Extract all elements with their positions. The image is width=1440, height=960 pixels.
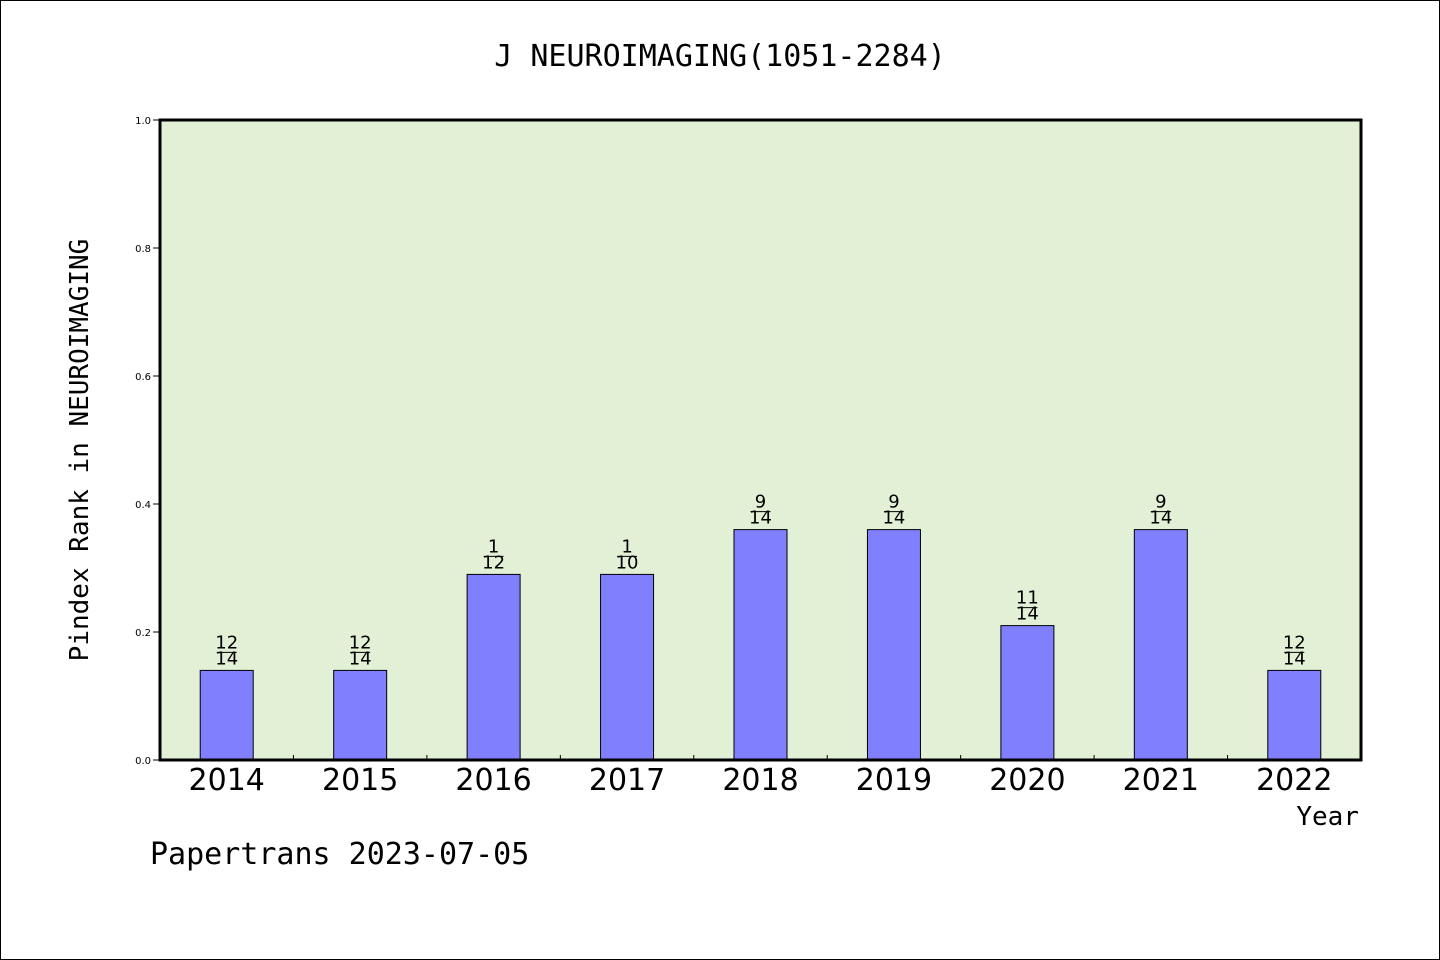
plot-border [158, 118, 1363, 762]
bar [600, 573, 655, 761]
bar-rank-label: 9 [888, 492, 899, 513]
y-tick-label: 0.8 [135, 244, 151, 255]
chart-title: J NEUROIMAGING(1051-2284) [494, 39, 946, 74]
bar [333, 669, 388, 761]
y-axis: 0.0 0.2 0.4 0.6 0.8 1.0 [135, 116, 160, 767]
x-tick-label: 2015 [322, 763, 398, 798]
bar-total-label: 10 [616, 552, 639, 573]
bar [466, 573, 521, 761]
bar-total-label: 14 [749, 508, 772, 529]
x-tick-label: 2022 [1256, 763, 1332, 798]
y-tick-label: 0.0 [135, 756, 151, 767]
bar-total-label: 14 [1149, 508, 1172, 529]
x-tick-label: 2021 [1123, 763, 1199, 798]
x-tick-label: 2014 [189, 763, 265, 798]
x-tick-label: 2016 [455, 763, 531, 798]
bar-total-label: 14 [1016, 604, 1039, 625]
x-tick-label: 2018 [722, 763, 798, 798]
y-tick-label: 0.2 [135, 628, 151, 639]
bars [199, 529, 1322, 761]
x-tick-label: 2019 [856, 763, 932, 798]
bar-total-label: 14 [349, 648, 372, 669]
bar-rank-label: 12 [215, 632, 238, 653]
bar [1000, 625, 1055, 761]
x-axis-label: Year [1296, 802, 1359, 832]
bar [199, 669, 254, 761]
y-tick-label: 0.6 [135, 372, 151, 383]
bar-total-label: 14 [1283, 648, 1306, 669]
bar-total-label: 14 [882, 508, 905, 529]
bar-rank-label: 12 [349, 632, 372, 653]
x-tick-label: 2017 [589, 763, 665, 798]
bar-rank-label: 9 [1155, 492, 1166, 513]
y-tick-label: 1.0 [135, 116, 151, 127]
bar [866, 529, 921, 761]
x-tick-label: 2020 [989, 763, 1065, 798]
bar [733, 529, 788, 761]
x-axis: 2014 2015 2016 2017 2018 2019 2020 2021 2022 [189, 755, 1332, 798]
bar-rank-label: 11 [1016, 588, 1039, 609]
bar-rank-label: 12 [1283, 632, 1306, 653]
bar-rank-label: 1 [621, 536, 632, 557]
y-tick-label: 0.4 [135, 500, 151, 511]
bar-total-label: 12 [482, 552, 505, 573]
bar [1133, 529, 1188, 761]
bar-rank-label: 1 [488, 536, 499, 557]
y-axis-label: Pindex Rank in NEUROIMAGING [65, 239, 95, 662]
bar-total-label: 14 [215, 648, 238, 669]
bar-rank-label: 9 [755, 492, 766, 513]
bar [1267, 669, 1322, 761]
footer-text: Papertrans 2023-07-05 [150, 837, 529, 872]
